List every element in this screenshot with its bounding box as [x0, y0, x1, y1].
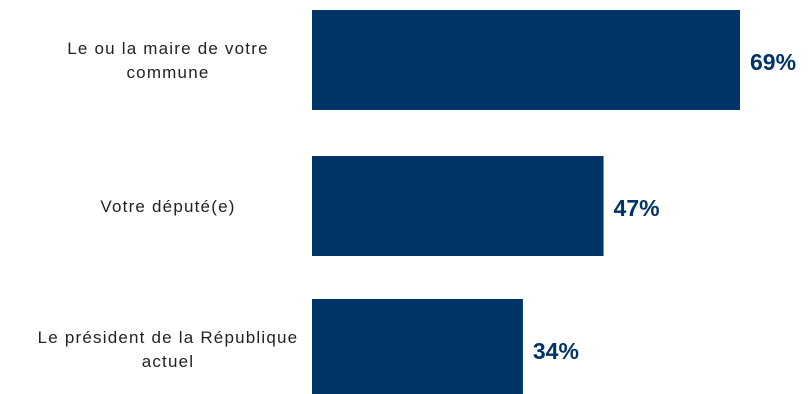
bar-2 — [312, 299, 523, 394]
category-label-2-line-1: actuel — [142, 352, 195, 371]
value-label-1: 47% — [614, 195, 660, 221]
bars-layer — [312, 10, 740, 394]
category-label-0-line-1: commune — [126, 63, 209, 82]
bar-1 — [312, 156, 604, 256]
category-label-2-line-0: Le président de la République — [38, 328, 299, 347]
category-label-0-line-0: Le ou la maire de votre — [67, 39, 268, 58]
value-label-2: 34% — [533, 338, 579, 364]
category-label-1-line-0: Votre député(e) — [100, 197, 235, 216]
value-label-0: 69% — [750, 49, 796, 75]
labels-layer: 69% Le ou la maire de votre commune 47% Votr… — [38, 39, 796, 371]
bar-0 — [312, 10, 740, 110]
